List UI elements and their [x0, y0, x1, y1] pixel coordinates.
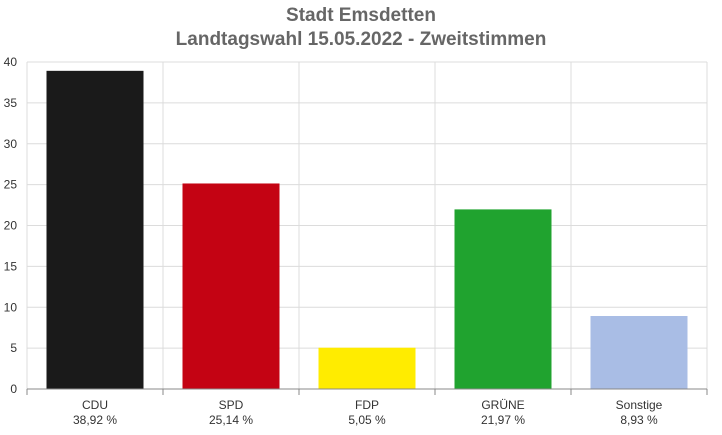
bar-grüne	[454, 209, 552, 389]
x-value-label: 5,05 %	[348, 413, 386, 427]
x-tick-label: GRÜNE	[481, 398, 524, 412]
x-value-label: 38,92 %	[73, 413, 117, 427]
x-value-label: 8,93 %	[620, 413, 658, 427]
x-tick-label: CDU	[82, 398, 108, 412]
bar-fdp	[318, 347, 416, 389]
y-tick-label: 30	[4, 137, 18, 151]
x-value-label: 21,97 %	[481, 413, 525, 427]
y-tick-label: 40	[4, 55, 18, 69]
y-tick-label: 35	[4, 96, 18, 110]
x-value-label: 25,14 %	[209, 413, 253, 427]
y-tick-label: 20	[4, 219, 18, 233]
chart-title: Stadt Emsdetten	[286, 5, 436, 26]
y-tick-label: 10	[4, 300, 18, 314]
bar-cdu	[46, 70, 144, 389]
y-tick-label: 0	[10, 382, 17, 396]
x-tick-label: SPD	[219, 398, 244, 412]
y-tick-label: 15	[4, 259, 18, 273]
x-tick-label: FDP	[355, 398, 379, 412]
x-tick-label: Sonstige	[616, 398, 663, 412]
bar-sonstige	[590, 315, 688, 389]
y-tick-label: 25	[4, 178, 18, 192]
bar-spd	[182, 183, 280, 389]
chart-subtitle: Landtagswahl 15.05.2022 - Zweitstimmen	[175, 29, 547, 50]
y-tick-label: 5	[10, 341, 17, 355]
